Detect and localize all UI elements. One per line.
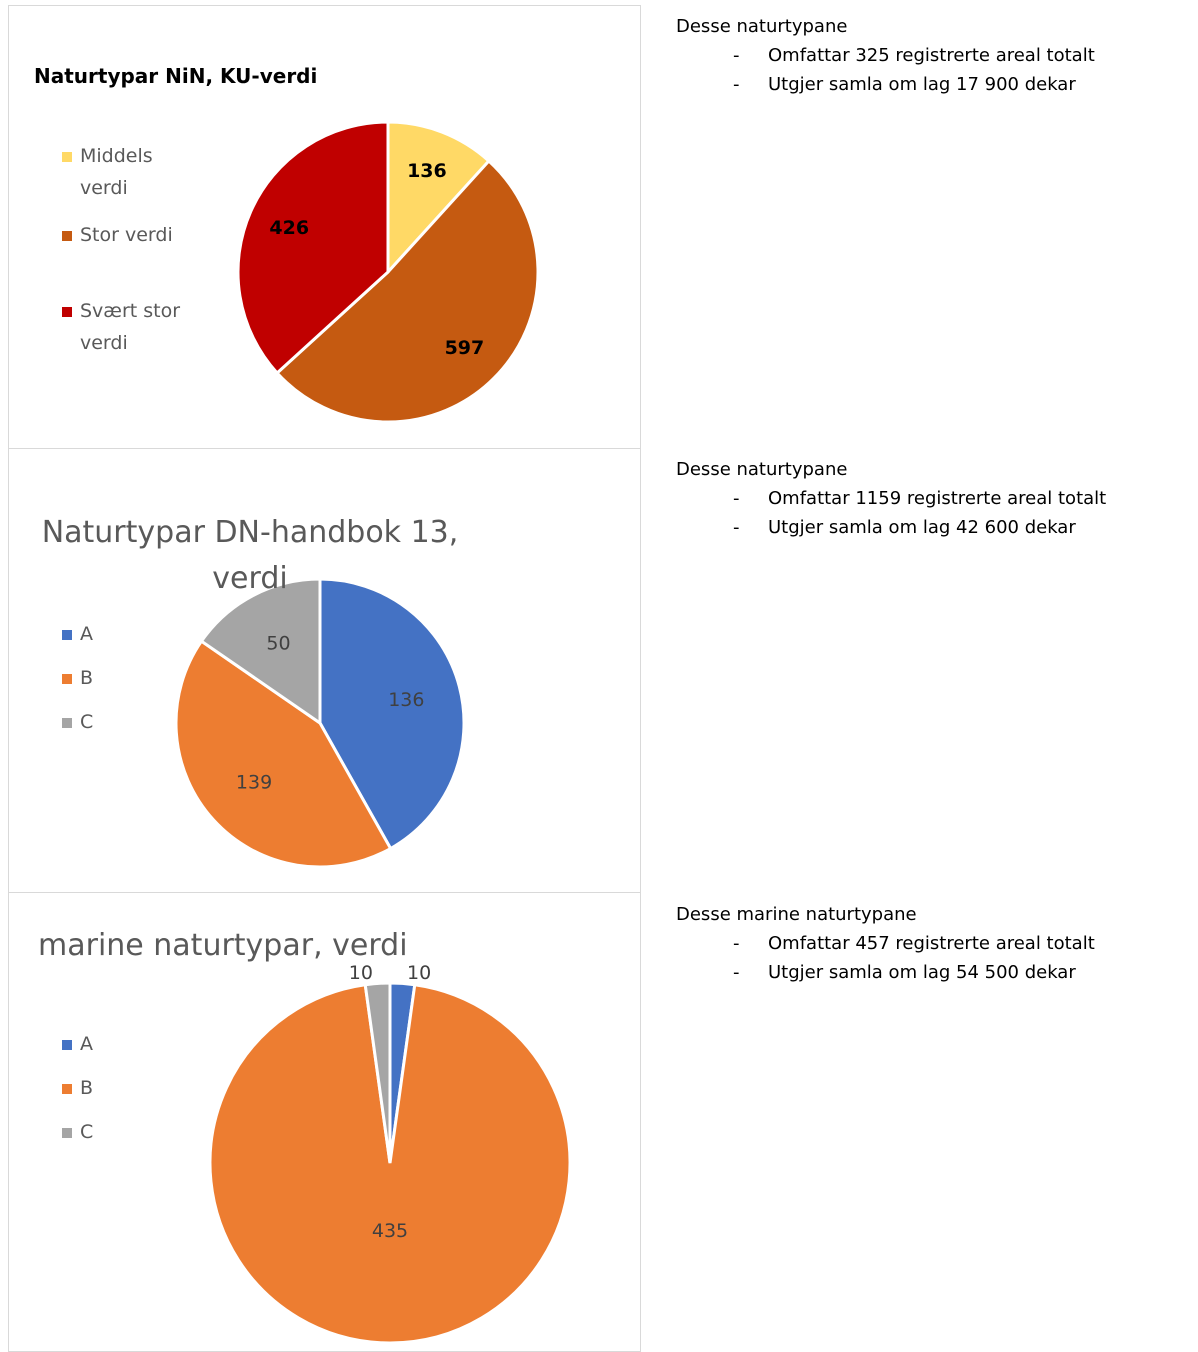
legend-swatch — [62, 718, 72, 728]
pie-slice — [174, 639, 393, 869]
pie-slice — [386, 120, 491, 276]
data-label: 136 — [388, 689, 424, 711]
pie-slice — [318, 577, 466, 851]
note-list: Omfattar 1159 registrerte areal totaltUt… — [676, 484, 1188, 542]
note-item: Omfattar 1159 registrerte areal totalt — [676, 484, 1188, 513]
legend-label: B — [80, 667, 94, 689]
note: Desse naturtypane Omfattar 1159 registrer… — [676, 455, 1188, 542]
legend-swatch — [62, 1128, 72, 1138]
data-label: 10 — [407, 962, 431, 984]
legend-item: Svært stor verdi — [62, 295, 195, 359]
legend-label: B — [80, 1077, 94, 1099]
note: Desse naturtypane Omfattar 325 registrert… — [676, 12, 1188, 99]
legend-swatch — [62, 1084, 72, 1094]
legend-label: A — [80, 623, 93, 645]
legend-item: Stor verdi — [62, 219, 195, 251]
data-label: 136 — [407, 160, 447, 182]
legend-item: C — [62, 706, 195, 738]
pie-slice — [363, 981, 392, 1164]
note-list: Omfattar 325 registrerte areal totaltUtg… — [676, 41, 1188, 99]
legend-item: B — [62, 662, 195, 694]
legend-label: Middels verdi — [80, 145, 153, 199]
legend-item: B — [62, 1072, 195, 1104]
chart-title: marine naturtypar, verdi — [38, 928, 408, 963]
pie-slice — [274, 158, 540, 424]
legend-swatch — [62, 1040, 72, 1050]
chart-title: Naturtypar DN-handbok 13, verdi — [41, 515, 459, 596]
legend-item: A — [62, 1028, 195, 1060]
note-heading: Desse marine naturtypane — [676, 904, 917, 925]
data-label: 426 — [269, 217, 309, 239]
note-item: Omfattar 325 registrerte areal totalt — [676, 41, 1188, 70]
legend-swatch — [62, 152, 72, 162]
data-label: 10 — [349, 962, 373, 984]
note-item: Utgjer samla om lag 42 600 dekar — [676, 513, 1188, 542]
pie-slice — [236, 120, 390, 376]
legend-label: C — [80, 1121, 94, 1143]
data-label: 139 — [236, 772, 272, 794]
legend-item: C — [62, 1116, 195, 1148]
data-label: 435 — [372, 1220, 408, 1242]
chart-title: Naturtypar NiN, KU-verdi — [34, 64, 318, 88]
legend-item: Middels verdi — [62, 140, 195, 204]
legend-swatch — [62, 231, 72, 241]
note-item: Utgjer samla om lag 17 900 dekar — [676, 70, 1188, 99]
legend-label: Svært stor verdi — [80, 300, 181, 354]
legend-item: A — [62, 618, 195, 650]
note-list: Omfattar 457 registrerte areal totaltUtg… — [676, 929, 1188, 987]
legend-swatch — [62, 307, 72, 317]
note: Desse marine naturtypane Omfattar 457 reg… — [676, 900, 1188, 987]
pie-slice — [199, 577, 322, 726]
legend-swatch — [62, 630, 72, 640]
legend-label: Stor verdi — [80, 224, 173, 246]
data-label: 50 — [266, 632, 290, 654]
data-label: 597 — [445, 337, 485, 359]
note-heading: Desse naturtypane — [676, 459, 848, 480]
legend-swatch — [62, 674, 72, 684]
legend-label: A — [80, 1033, 93, 1055]
legend-label: C — [80, 711, 94, 733]
note-item: Utgjer samla om lag 54 500 dekar — [676, 958, 1188, 987]
note-heading: Desse naturtypane — [676, 16, 848, 37]
note-item: Omfattar 457 registrerte areal totalt — [676, 929, 1188, 958]
